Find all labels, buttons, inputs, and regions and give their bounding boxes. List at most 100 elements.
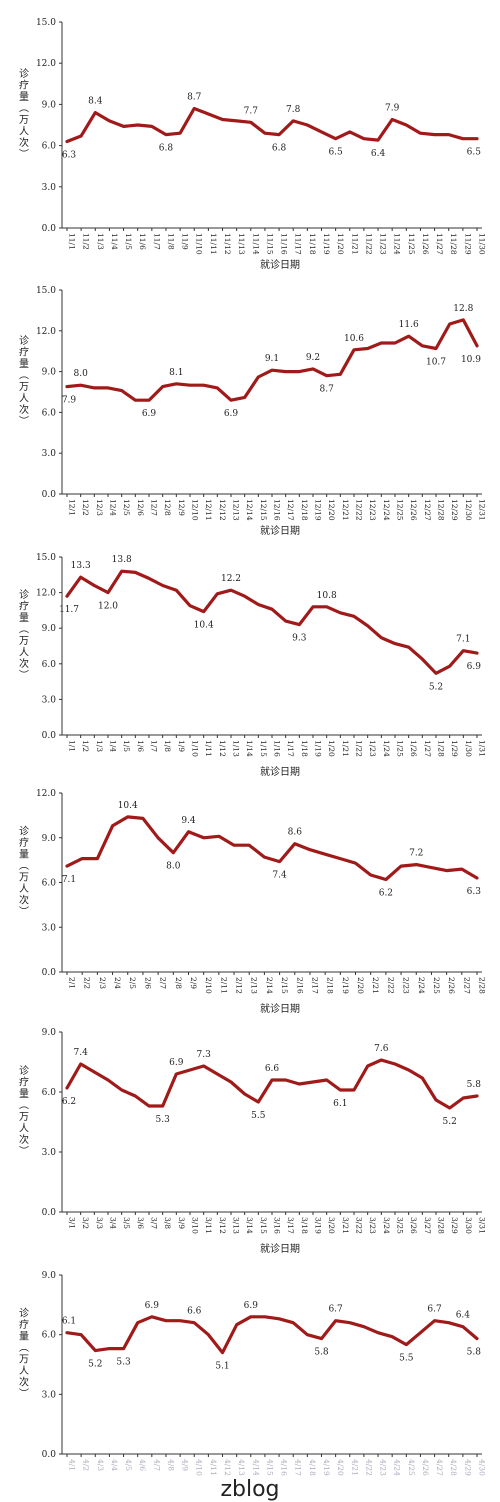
- x-tick-label: 4/22: [364, 1459, 373, 1476]
- data-label: 9.1: [265, 354, 279, 364]
- chart-panel-5: 0.0 3.0 6.0 9.0 3/1 3/2 3/3 3/4 3/5 3/6 3/7 3/8 3/9 3…: [19, 1028, 487, 1255]
- x-tick-label: 1/31: [478, 740, 487, 757]
- x-tick-label: 12/13: [232, 499, 241, 521]
- x-tick-label: 4/14: [251, 1459, 260, 1476]
- y-tick-label: 0.0: [42, 968, 57, 978]
- x-tick-label: 1/13: [232, 740, 241, 757]
- y-tick-label: 6.0: [42, 879, 57, 889]
- x-tick-label: 3/30: [464, 1217, 473, 1234]
- x-tick-label: 11/23: [379, 233, 388, 255]
- x-tick-label: 3/22: [355, 1217, 364, 1234]
- data-label: 6.4: [456, 1311, 471, 1321]
- data-label: 6.2: [379, 889, 393, 899]
- x-tick-label: 11/12: [223, 233, 232, 255]
- x-tick-label: 1/18: [300, 740, 309, 757]
- y-tick-label: 9.0: [42, 624, 57, 634]
- data-label: 6.2: [62, 1097, 76, 1107]
- data-label: 7.9: [62, 396, 77, 406]
- x-tick-label: 12/17: [286, 499, 295, 521]
- x-tick-label: 11/16: [280, 233, 289, 255]
- series-line: [65, 815, 479, 882]
- x-tick-label: 2/9: [189, 977, 198, 989]
- x-tick-label: 2/8: [174, 977, 183, 989]
- x-tick-label: 1/6: [136, 740, 145, 752]
- x-tick-label: 12/19: [314, 499, 323, 521]
- y-axis-label: 诊疗量︵万人次︶: [19, 1064, 29, 1158]
- x-tick-label: 12/4: [109, 499, 118, 516]
- x-tick-label: 2/22: [386, 977, 395, 994]
- x-tick-label: 12/15: [259, 499, 268, 521]
- watermark-text: zblog: [220, 1477, 279, 1502]
- x-tick-label: 11/21: [350, 233, 359, 255]
- data-label: 6.1: [333, 1099, 347, 1109]
- data-label: 10.7: [426, 357, 446, 367]
- y-tick-label: 0.0: [42, 731, 57, 741]
- y-tick-label: 6.0: [42, 1331, 57, 1341]
- data-label: 6.5: [328, 148, 343, 158]
- x-tick-label: 4/4: [110, 1459, 119, 1471]
- x-tick-label: 2/27: [462, 977, 471, 994]
- data-label: 6.9: [467, 662, 482, 672]
- data-label: 7.6: [374, 1044, 389, 1054]
- x-tick-label: 3/28: [437, 1217, 446, 1234]
- x-tick-label: 11/28: [449, 233, 458, 255]
- data-label: 8.1: [169, 368, 183, 378]
- x-axis-label: 就诊日期: [260, 258, 300, 271]
- x-tick-label: 1/8: [163, 740, 172, 752]
- x-tick-label: 3/17: [286, 1217, 295, 1234]
- y-tick-label: 9.0: [42, 1271, 57, 1281]
- series-line: [65, 1315, 479, 1355]
- y-tick-label: 9.0: [42, 1028, 57, 1038]
- data-label: 6.6: [187, 1307, 202, 1317]
- x-axis-label: 就诊日期: [260, 524, 300, 537]
- x-tick-label: 12/24: [382, 499, 391, 521]
- x-tick-label: 12/11: [204, 499, 213, 521]
- x-tick-label: 2/24: [417, 977, 426, 994]
- y-tick-label: 6.0: [42, 408, 57, 418]
- x-tick-label: 3/16: [273, 1217, 282, 1234]
- x-tick-label: 4/11: [209, 1459, 218, 1476]
- x-tick-label: 3/19: [314, 1217, 323, 1234]
- y-axis-label: 诊疗量︵万人次︶: [19, 1306, 29, 1400]
- x-tick-label: 2/26: [447, 977, 456, 994]
- x-tick-label: 2/6: [143, 977, 152, 989]
- data-label: 13.3: [71, 561, 91, 571]
- data-label: 5.3: [116, 1358, 131, 1368]
- x-tick-label: 12/27: [423, 499, 432, 521]
- x-tick-label: 12/30: [464, 499, 473, 521]
- x-tick-label: 3/4: [109, 1217, 118, 1229]
- x-tick-label: 4/25: [407, 1459, 416, 1476]
- data-label: 6.9: [142, 409, 157, 419]
- x-tick-label: 11/6: [138, 233, 147, 250]
- x-tick-label: 1/22: [355, 740, 364, 757]
- x-tick-label: 12/1: [68, 499, 77, 516]
- y-tick-label: 0.0: [42, 224, 57, 234]
- x-tick-label: 4/20: [336, 1459, 345, 1476]
- x-tick-label: 2/11: [219, 977, 228, 994]
- x-tick-label: 1/23: [368, 740, 377, 757]
- x-tick-label: 1/27: [423, 740, 432, 757]
- x-tick-label: 1/12: [218, 740, 227, 757]
- x-tick-label: 12/6: [136, 499, 145, 516]
- data-label: 6.7: [328, 1305, 343, 1315]
- x-tick-label: 1/25: [396, 740, 405, 757]
- x-tick-label: 2/20: [356, 977, 365, 994]
- data-label: 5.2: [443, 1117, 457, 1127]
- x-tick-label: 3/29: [450, 1217, 459, 1234]
- x-tick-label: 11/27: [435, 233, 444, 255]
- x-tick-label: 3/12: [218, 1217, 227, 1234]
- data-label: 9.4: [181, 816, 196, 826]
- y-axis-label: 诊疗量︵万人次︶: [19, 588, 29, 682]
- x-tick-label: 1/15: [259, 740, 268, 757]
- y-tick-label: 6.0: [42, 660, 57, 670]
- x-tick-label: 11/25: [407, 233, 416, 255]
- series-line: [65, 569, 479, 675]
- data-label: 8.7: [187, 93, 202, 103]
- data-label: 5.8: [467, 1348, 482, 1358]
- x-tick-label: 4/24: [393, 1459, 402, 1476]
- x-tick-label: 3/1: [68, 1217, 77, 1229]
- x-tick-label: 12/23: [368, 499, 377, 521]
- x-tick-label: 1/24: [382, 740, 391, 757]
- data-label: 5.2: [88, 1360, 102, 1370]
- x-tick-label: 2/3: [98, 977, 107, 989]
